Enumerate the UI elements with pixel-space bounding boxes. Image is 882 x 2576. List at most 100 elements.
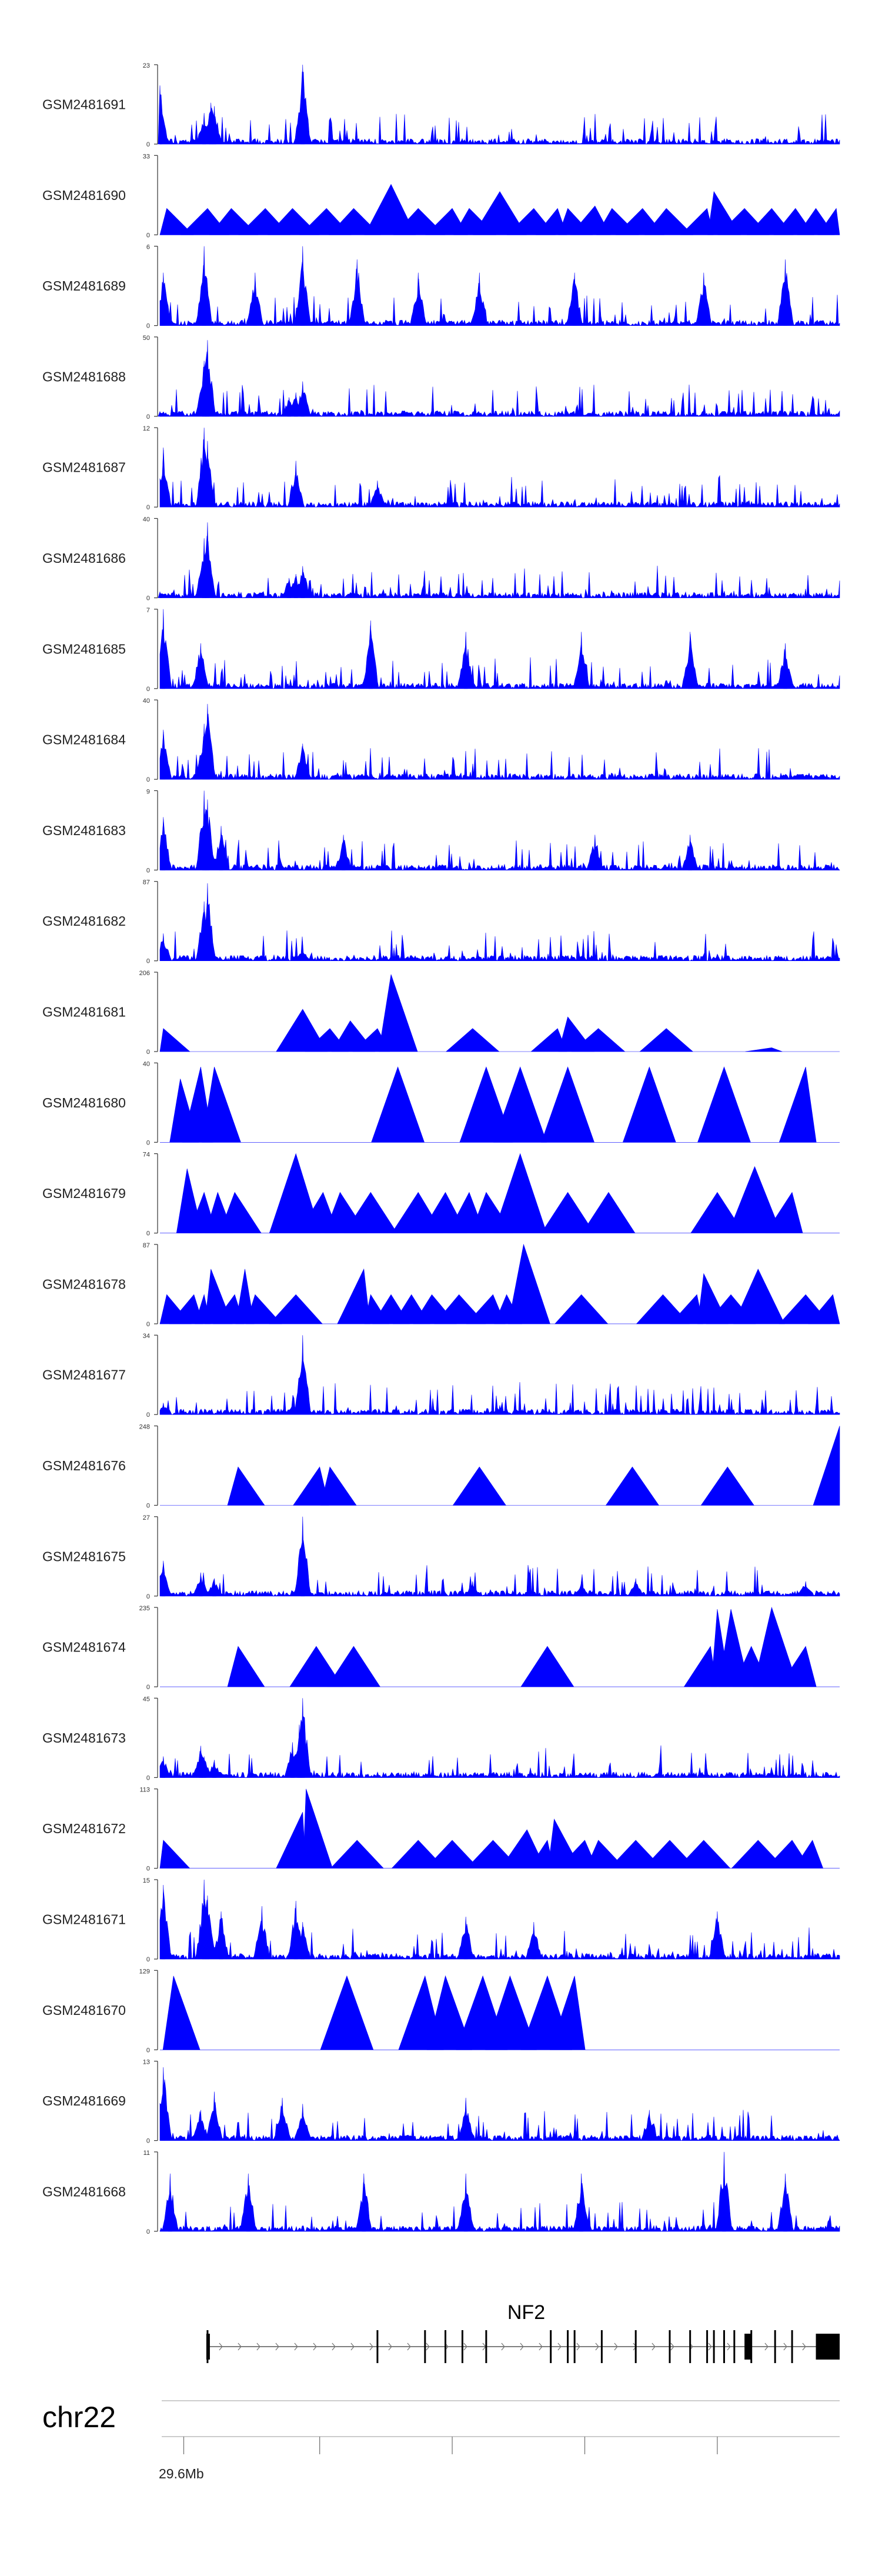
strand-arrow <box>614 2343 618 2351</box>
signal-peak <box>293 461 298 508</box>
signal-peak <box>300 1698 305 1778</box>
gene-name-label: NF2 <box>507 2301 545 2324</box>
gene-exon <box>723 2330 725 2363</box>
signal-peak <box>235 1269 255 1324</box>
signal-peak <box>300 743 305 780</box>
signal-peak <box>158 411 162 417</box>
signal-peak <box>639 1028 694 1052</box>
signal-peak <box>212 2091 216 2141</box>
signal-peak <box>362 2173 366 2232</box>
signal-peak <box>161 729 166 780</box>
track-GSM2481687: GSM2481687 12 0 <box>42 425 840 511</box>
track-signal-area <box>159 2079 840 2141</box>
signal-peak <box>550 1976 586 2050</box>
signal-peak <box>728 1166 781 1233</box>
signal-peak <box>485 1975 537 2050</box>
track-signal-area <box>159 1716 840 1778</box>
signal-peak <box>199 643 203 689</box>
track-label: GSM2481680 <box>42 1095 126 1110</box>
signal-peak <box>378 974 418 1052</box>
track-GSM2481682: GSM2481682 87 0 <box>42 879 840 965</box>
signal-peak <box>803 1581 808 1597</box>
track-ymax-label: 9 <box>146 788 150 795</box>
track-GSM2481678: GSM2481678 87 0 <box>42 1242 840 1328</box>
signal-peak <box>609 1840 663 1868</box>
signal-peak <box>536 208 567 235</box>
strand-arrow <box>332 2343 336 2351</box>
signal-peak <box>470 1581 475 1597</box>
signal-peak <box>364 183 416 235</box>
signal-peak <box>202 723 206 780</box>
signal-peak <box>300 246 305 326</box>
signal-peak <box>227 1646 265 1687</box>
track-ymax-label: 13 <box>143 2059 150 2066</box>
track-label: GSM2481670 <box>42 2003 126 2018</box>
signal-peak <box>647 2110 652 2141</box>
signal-peak <box>287 397 291 417</box>
signal-peak <box>493 1066 547 1143</box>
signal-peak <box>245 1294 282 1324</box>
gene-exon <box>733 2330 736 2363</box>
signal-peak <box>202 1879 206 1960</box>
strand-arrow <box>520 2343 524 2351</box>
signal-peak <box>582 1192 636 1233</box>
signal-peak <box>697 1066 751 1143</box>
track-GSM2481691: GSM2481691 23 0 <box>42 62 840 148</box>
track-label: GSM2481685 <box>42 641 126 656</box>
track-label: GSM2481690 <box>42 188 126 203</box>
signal-peak <box>779 1646 817 1687</box>
signal-peak <box>161 1560 166 1597</box>
signal-peak <box>473 191 527 235</box>
signal-peak <box>579 2173 584 2232</box>
track-label: GSM2481691 <box>42 97 126 112</box>
track-GSM2481668: GSM2481668 11 0 <box>42 2150 840 2235</box>
signal-peak <box>159 1028 191 1052</box>
signal-peak <box>497 1405 502 1415</box>
signal-peak <box>161 817 166 870</box>
signal-peak <box>161 1884 166 1960</box>
signal-peak <box>434 1294 486 1324</box>
gene-exon <box>706 2330 709 2363</box>
strand-arrow <box>313 2343 317 2351</box>
signal-peak <box>297 1724 302 1778</box>
track-ymin-label: 0 <box>146 2228 150 2235</box>
strand-arrow <box>576 2343 580 2351</box>
gene-exon <box>445 2330 447 2363</box>
signal-peak <box>161 272 166 326</box>
track-label: GSM2481672 <box>42 1821 126 1836</box>
signal-peak <box>779 1067 817 1143</box>
signal-peak <box>463 2097 468 2141</box>
strand-arrow <box>219 2343 223 2351</box>
signal-peak <box>554 1294 609 1324</box>
gene-exon <box>461 2330 463 2363</box>
track-ymax-label: 40 <box>143 516 150 523</box>
signal-peak <box>793 1840 824 1868</box>
signal-peak <box>579 632 584 689</box>
signal-peak <box>219 826 223 870</box>
track-label: GSM2481686 <box>42 550 126 566</box>
gene-exon <box>713 2330 715 2363</box>
signal-peak <box>202 1067 241 1143</box>
track-ymax-label: 74 <box>143 1152 150 1159</box>
signal-peak <box>765 1192 803 1233</box>
signal-peak <box>541 1192 595 1233</box>
signal-peak <box>579 1581 584 1597</box>
track-ymax-label: 206 <box>139 970 150 977</box>
signal-peak <box>343 1192 397 1233</box>
track-ymin-label: 0 <box>146 1684 150 1691</box>
track-GSM2481684: GSM2481684 40 0 <box>42 698 840 783</box>
signal-peak <box>753 1606 799 1687</box>
strand-arrow <box>708 2343 712 2351</box>
track-ymax-label: 33 <box>143 153 150 160</box>
signal-peak <box>202 1756 206 1778</box>
signal-peak <box>572 272 577 326</box>
signal-peak <box>330 1840 384 1868</box>
track-ymax-label: 129 <box>139 1968 150 1975</box>
track-ymax-label: 87 <box>143 1242 150 1249</box>
chromosome-label: chr22 <box>42 2401 116 2434</box>
signal-peak <box>532 1921 536 1960</box>
signal-peak <box>303 1788 333 1868</box>
signal-peak <box>168 2173 172 2232</box>
track-ymin-label: 0 <box>146 1593 150 1600</box>
track-ymin-label: 0 <box>146 1139 150 1146</box>
